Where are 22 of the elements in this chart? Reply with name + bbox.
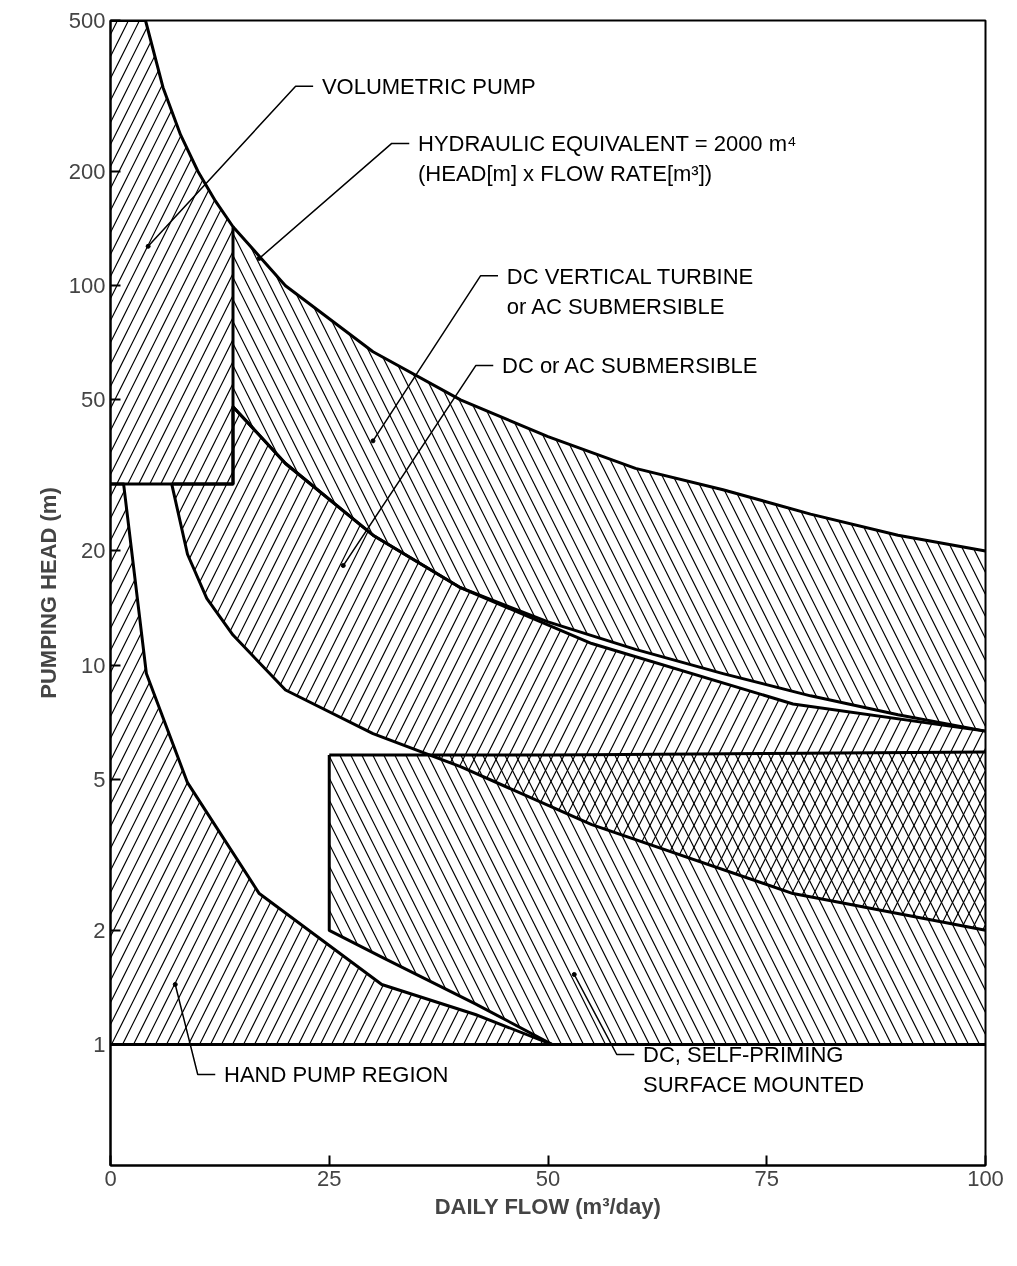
y-tick-label: 10 (81, 652, 106, 678)
y-tick-label: 100 (68, 273, 106, 299)
y-tick-label: 50 (81, 387, 106, 413)
annotation: DC or AC SUBMERSIBLE (502, 353, 758, 379)
x-tick-label: 50 (535, 1165, 561, 1191)
y-tick-label: 200 (68, 158, 106, 184)
annotation: DC VERTICAL TURBINE or AC SUBMERSIBLE (506, 263, 754, 319)
annotation: DC, SELF-PRIMING SURFACE MOUNTED (643, 1042, 865, 1098)
x-tick-label: 100 (967, 1165, 1004, 1191)
x-tick-label: 25 (317, 1165, 342, 1191)
annotation: VOLUMETRIC PUMP (321, 73, 536, 99)
y-tick-label: 1 (93, 1032, 106, 1058)
x-tick-label: 75 (754, 1165, 779, 1191)
y-tick-label: 5 (93, 766, 106, 792)
annotation: HYDRAULIC EQUIVALENT = 2000 m⁴ (HEAD[m] x FLOW RATE[m³]) (418, 131, 797, 187)
x-axis-title: DAILY FLOW (m³/day) (434, 1193, 661, 1219)
y-axis-title: PUMPING HEAD (m) (35, 487, 61, 699)
y-tick-label: 500 (68, 8, 106, 33)
y-tick-label: 2 (93, 917, 106, 943)
x-tick-label: 0 (104, 1165, 117, 1191)
y-tick-label: 20 (81, 538, 106, 564)
annotation: HAND PUMP REGION (224, 1061, 449, 1087)
